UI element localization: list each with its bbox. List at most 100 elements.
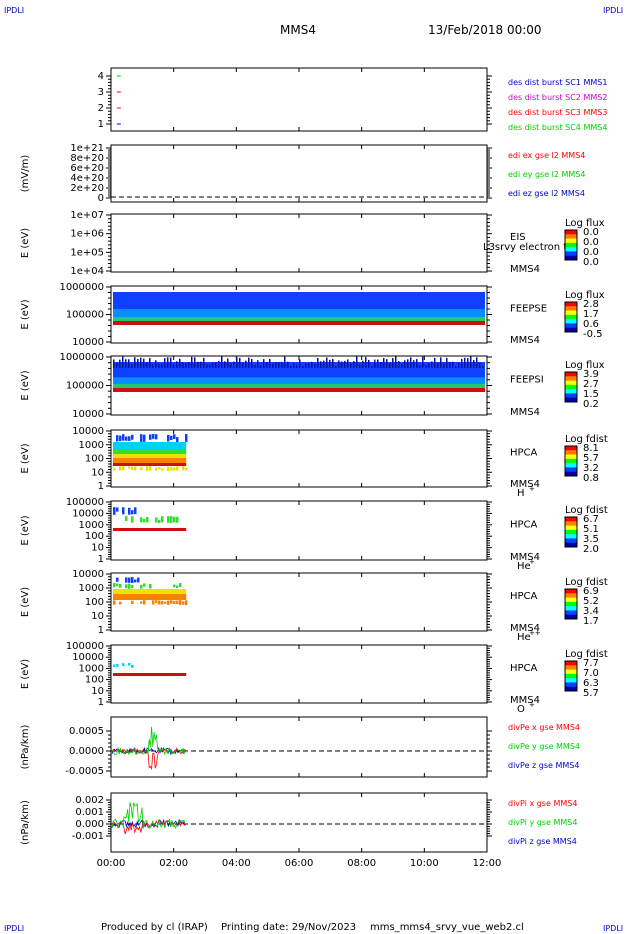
spectrogram-spike	[341, 361, 343, 368]
instrument-label: FEEPSE	[510, 304, 547, 315]
legend-entry: divPi x gse MMS4	[508, 799, 577, 808]
spectrogram-spike	[257, 360, 259, 368]
spectrogram-cell	[143, 600, 146, 605]
spectrogram-spike	[281, 361, 283, 368]
colorbar-swatch	[565, 234, 577, 240]
spectrogram-spike	[125, 359, 127, 368]
spectrogram-cell	[170, 435, 173, 441]
spectrogram-spike	[428, 363, 430, 368]
y-tick-label: 3	[98, 87, 104, 98]
legend-entry: edi ez gse l2 MMS4	[508, 189, 585, 198]
spectrogram-cell	[143, 583, 146, 587]
spectrogram-spike	[380, 362, 382, 368]
spacecraft-label: MMS4	[510, 623, 540, 634]
species-label: O	[517, 704, 525, 715]
spectrogram-spike	[452, 361, 454, 368]
spectrogram-spike	[326, 357, 328, 368]
time-tick-label: 08:00	[347, 858, 376, 869]
spectrogram-cell	[176, 437, 179, 442]
spectrogram-band	[113, 454, 187, 458]
spectrogram-band	[113, 449, 187, 454]
spectrogram-band	[113, 528, 187, 531]
spectrogram-fill	[113, 388, 485, 392]
colorbar-swatch	[565, 593, 577, 599]
spectrogram-spike	[224, 361, 226, 368]
spacecraft-label: MMS4	[510, 407, 540, 418]
spectrogram-spike	[158, 363, 160, 368]
spectrogram-cell	[158, 600, 161, 605]
colorbar-swatch	[565, 327, 577, 333]
spectrogram-cell	[146, 516, 149, 523]
spectrogram-cell	[119, 466, 122, 471]
colorbar-tick-label: 8.1	[583, 443, 599, 454]
y-tick-label: 10000	[72, 337, 104, 348]
colorbar-tick-label: 5.2	[583, 596, 599, 607]
spectrogram-cell	[167, 600, 170, 605]
time-tick-label: 04:00	[222, 858, 251, 869]
spectrogram-spike	[254, 364, 256, 368]
legend-entry: edi ey gse l2 MMS4	[508, 170, 586, 179]
spectrogram-spike	[389, 363, 391, 368]
legend-entry: divPe y gse MMS4	[508, 742, 580, 751]
y-tick-label: 1	[98, 697, 104, 708]
y-axis-label: E (eV)	[20, 515, 31, 545]
spectrogram-cell	[164, 601, 167, 604]
colorbar-title: Log fdist	[565, 434, 608, 445]
spectrogram-cell	[113, 600, 116, 605]
spectrogram-spike	[467, 358, 469, 368]
spectrogram-spike	[113, 359, 115, 368]
corner-label-top-right: IPDLI	[603, 6, 623, 15]
colorbar-title: Log flux	[565, 360, 605, 371]
spectrogram-fill	[113, 321, 485, 325]
instrument-label: EIS	[510, 232, 526, 243]
y-tick-label: 1e+07	[70, 210, 104, 221]
colorbar-swatch	[565, 384, 577, 390]
spectrogram-cell	[170, 516, 173, 523]
colorbar-swatch	[565, 458, 577, 464]
colorbar-title: Log fdist	[565, 649, 608, 660]
y-tick-label: 1000000	[59, 352, 104, 363]
y-tick-label: 1	[98, 554, 104, 565]
y-tick-label: 10000	[72, 409, 104, 420]
spectrogram-cell	[140, 601, 143, 604]
footer-script-name: mms_mms4_srvy_vue_web2.cl	[370, 922, 524, 933]
colorbar-swatch	[565, 314, 577, 320]
spectrogram-spike	[470, 356, 472, 368]
spectrogram-spike	[419, 365, 421, 368]
y-tick-label: 0.001	[75, 807, 104, 818]
colorbar-tick-label: 3.5	[583, 534, 599, 545]
spectrogram-spike	[284, 356, 286, 368]
colorbar-frame	[564, 229, 578, 261]
spectrogram-cell	[167, 516, 170, 523]
spectrogram-cell	[149, 584, 152, 589]
spectrogram-spike	[434, 357, 436, 368]
spacecraft-label: MMS4	[510, 695, 540, 706]
y-tick-label: 100	[85, 597, 104, 608]
y-axis-label: E (eV)	[20, 228, 31, 258]
colorbar-tick-label: 0.8	[583, 473, 599, 484]
spectrogram-cell	[155, 517, 158, 523]
colorbar-swatch	[565, 597, 577, 603]
colorbar-tick-label: 5.7	[583, 688, 599, 699]
spectrogram-spike	[344, 360, 346, 368]
spectrogram-spike	[455, 365, 457, 368]
spectrogram-cell	[173, 467, 176, 471]
spectrogram-spike	[479, 362, 481, 368]
spectrogram-spike	[194, 357, 196, 368]
colorbar-swatch	[565, 521, 577, 527]
spectrogram-spike	[350, 363, 352, 368]
spectrogram-cell	[128, 436, 131, 441]
spectrogram-spike	[329, 359, 331, 368]
spectrogram-spike	[323, 360, 325, 368]
spectrogram-spike	[440, 357, 442, 368]
spectrogram-spike	[287, 361, 289, 368]
spectrogram-cell	[143, 519, 146, 523]
spectrogram-cell	[122, 507, 125, 515]
spectrogram-cell	[179, 583, 182, 587]
colorbar-swatch	[565, 255, 577, 261]
spectrogram-spike	[299, 359, 301, 368]
spectrogram-cell	[131, 664, 134, 668]
spectrogram-cell	[131, 585, 134, 589]
